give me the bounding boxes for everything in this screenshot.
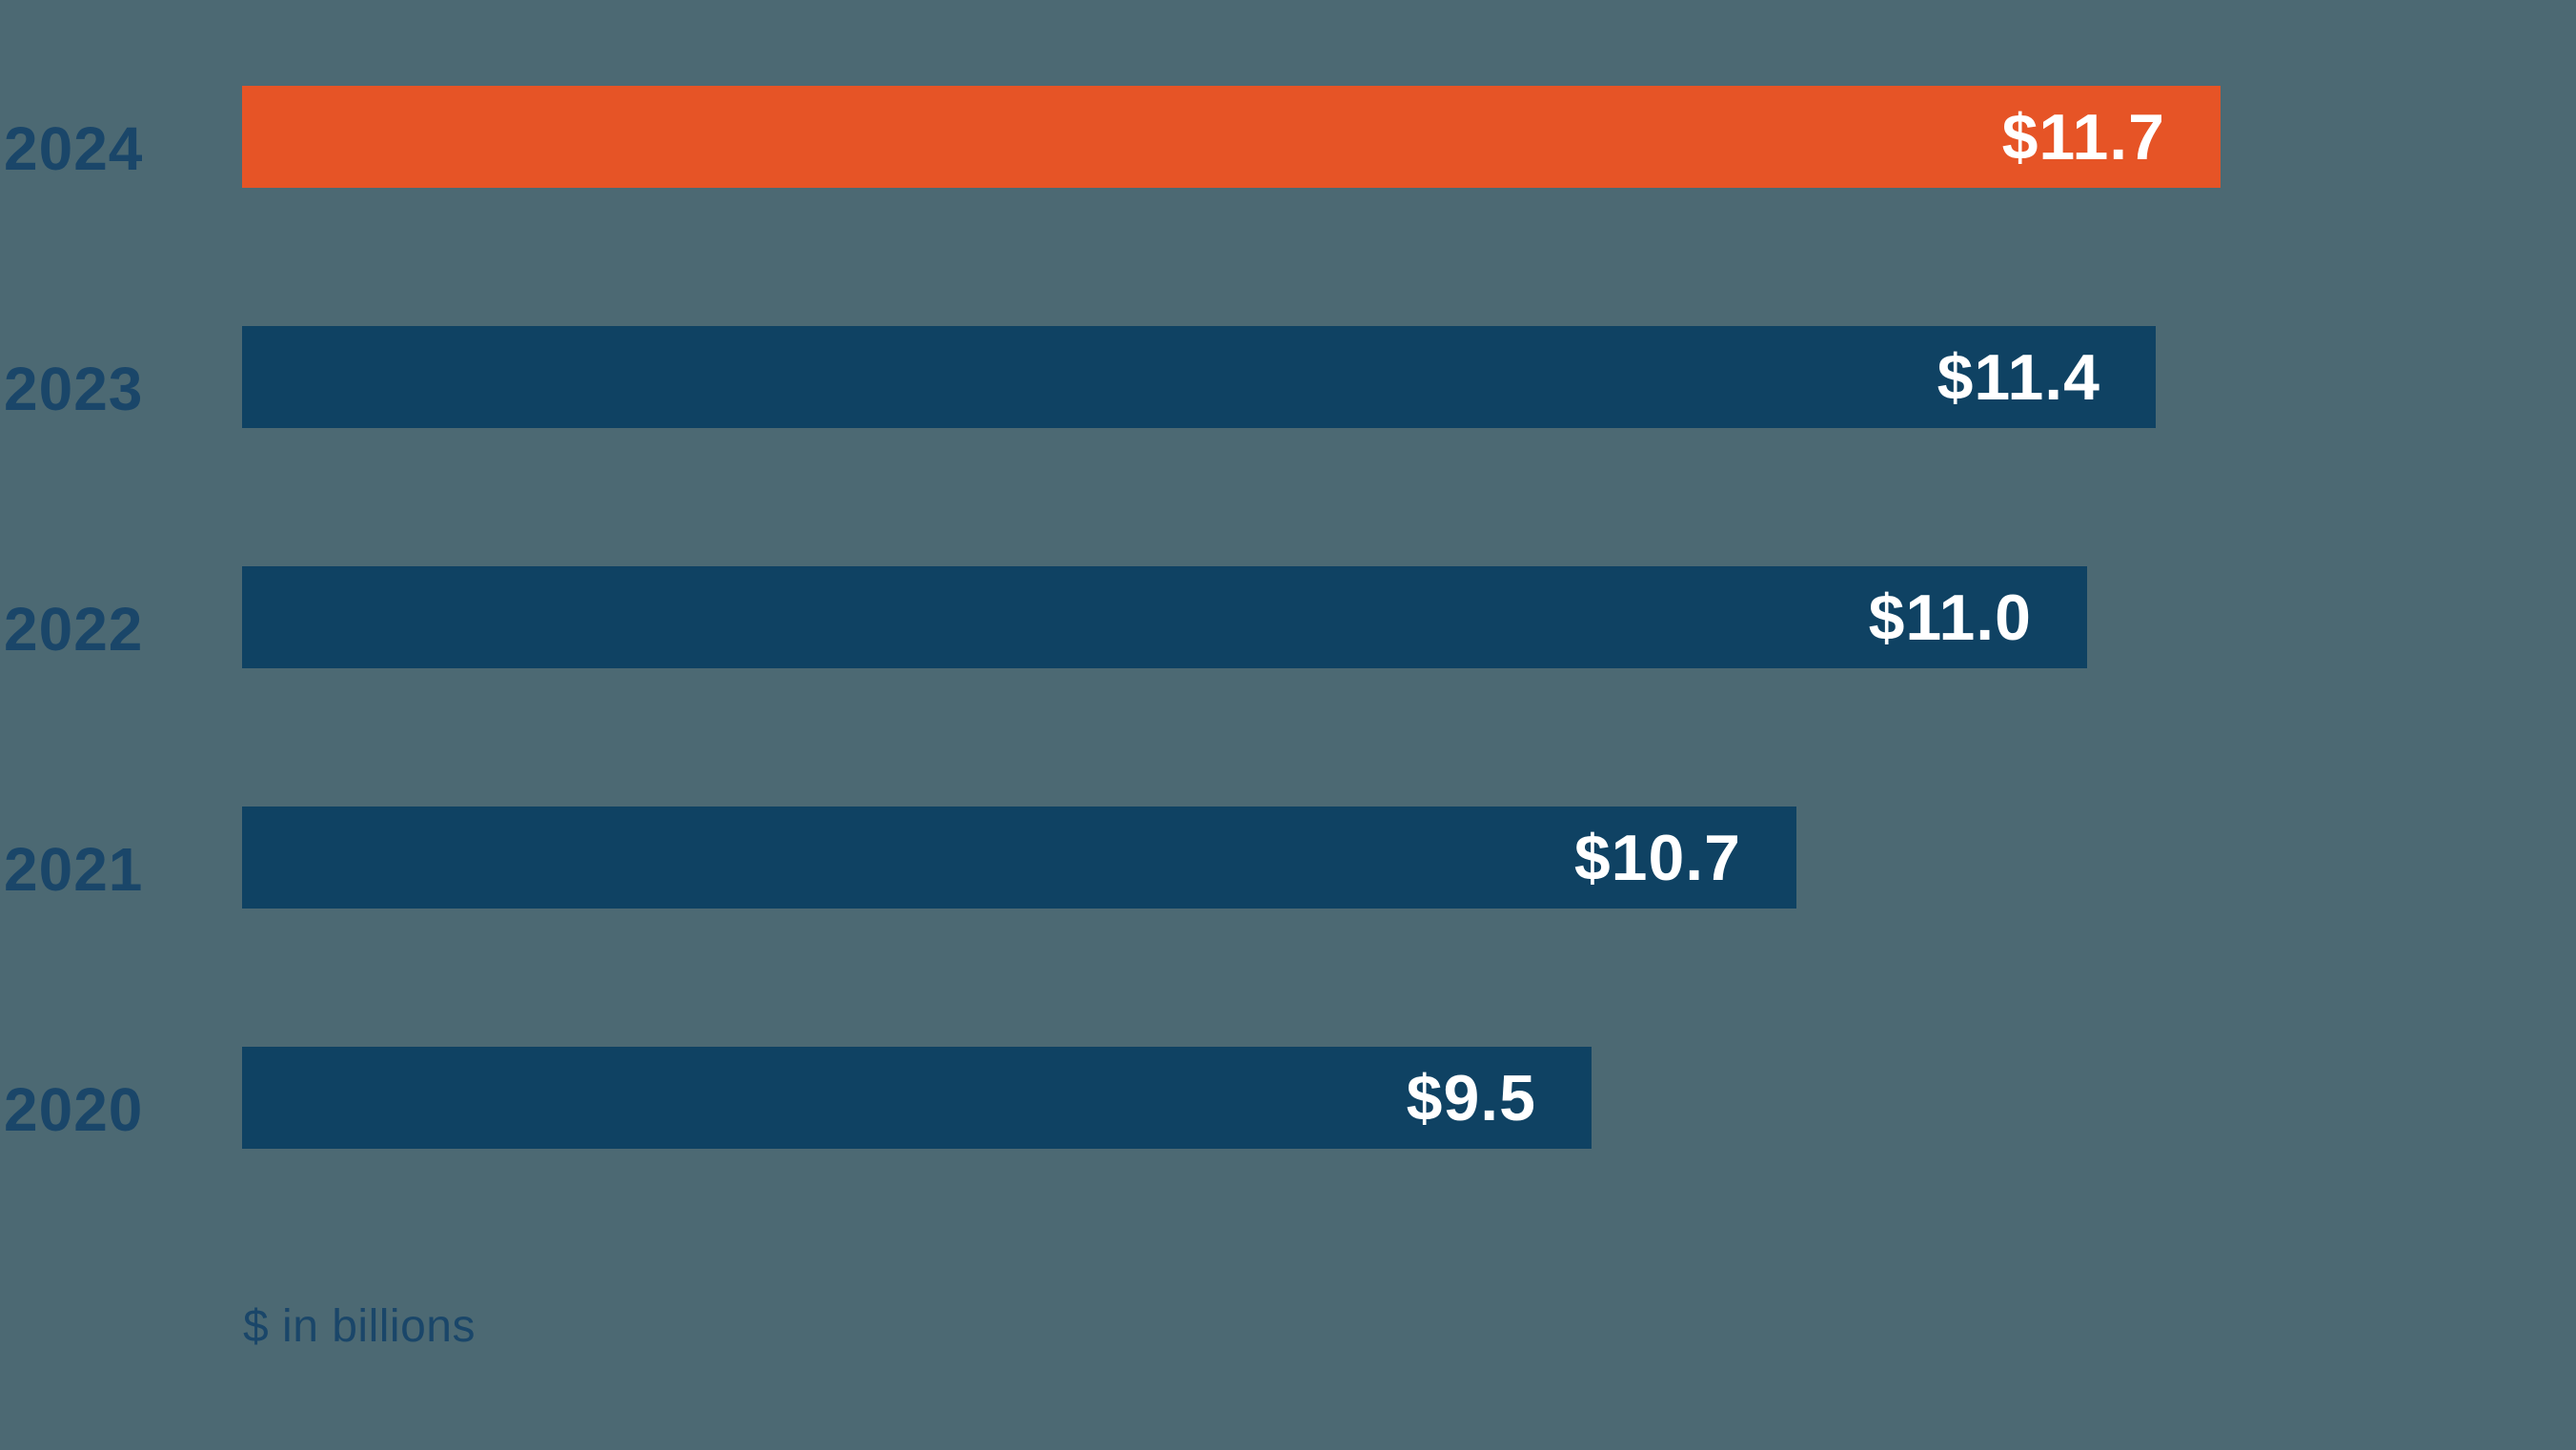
- bar-row-2021: 2021 $10.7: [0, 807, 2576, 909]
- chart-footnote: $ in billions: [243, 1301, 476, 1352]
- year-label-2022: 2022: [4, 594, 144, 664]
- bar-value-2020: $9.5: [1406, 1061, 1536, 1134]
- bar-row-2022: 2022 $11.0: [0, 566, 2576, 668]
- year-label-2020: 2020: [4, 1074, 144, 1144]
- bar-2024: $11.7: [242, 86, 2221, 188]
- bar-value-2021: $10.7: [1573, 821, 1741, 894]
- year-label-2024: 2024: [4, 113, 144, 183]
- bar-2020: $9.5: [242, 1047, 1592, 1149]
- bar-row-2024: 2024 $11.7: [0, 86, 2576, 188]
- year-label-2021: 2021: [4, 834, 144, 904]
- year-label-2023: 2023: [4, 354, 144, 423]
- bar-value-2023: $11.4: [1937, 340, 2100, 414]
- bar-row-2023: 2023 $11.4: [0, 326, 2576, 428]
- bar-value-2022: $11.0: [1868, 581, 2032, 654]
- bar-2021: $10.7: [242, 807, 1796, 909]
- bar-row-2020: 2020 $9.5: [0, 1047, 2576, 1149]
- bar-2022: $11.0: [242, 566, 2087, 668]
- bar-2023: $11.4: [242, 326, 2156, 428]
- bar-value-2024: $11.7: [2001, 100, 2165, 174]
